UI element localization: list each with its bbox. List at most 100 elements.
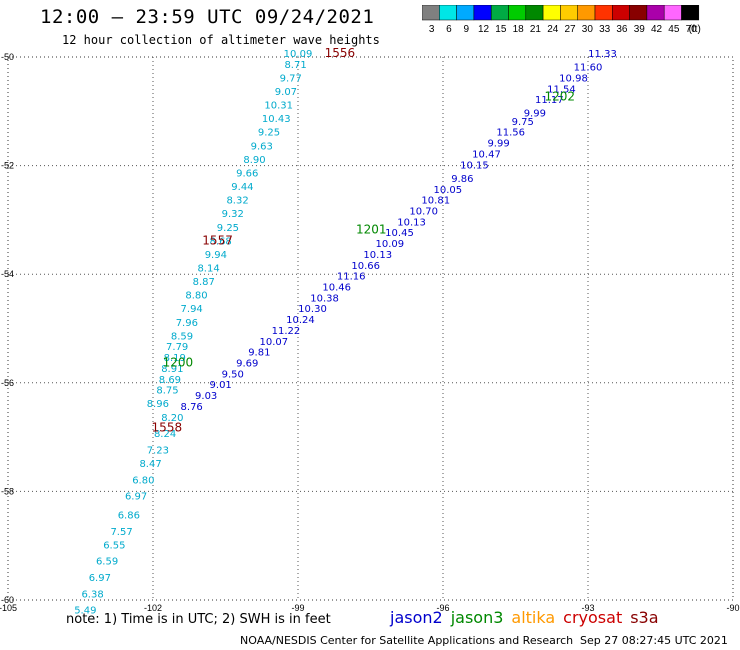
units-note: note: 1) Time is in UTC; 2) SWH is in fe… <box>66 612 331 627</box>
swh-label-jason2: 10.15 <box>460 160 489 171</box>
swh-label-s3a: 10.09 <box>284 49 313 60</box>
credit-line: NOAA/NESDIS Center for Satellite Applica… <box>240 634 574 647</box>
swh-label-jason2: 9.03 <box>195 391 217 402</box>
swh-label-jason2: 9.86 <box>451 174 473 185</box>
swh-label-jason2: 9.69 <box>236 359 258 370</box>
swh-label-jason2: 10.30 <box>298 304 327 315</box>
swh-label-s3a: 6.97 <box>125 492 147 503</box>
swh-label-jason2: 10.38 <box>310 293 339 304</box>
lat-tick-label: -54 <box>1 269 14 279</box>
color-scale-label: 36 <box>616 24 628 35</box>
swh-label-jason2: 8.76 <box>181 402 203 413</box>
swh-label-jason2: 10.45 <box>385 228 414 239</box>
color-swatch <box>681 5 700 21</box>
color-scale-label: 3 <box>429 24 435 35</box>
swh-label-jason2: 10.81 <box>421 196 450 207</box>
swh-label-jason2: 10.24 <box>286 315 315 326</box>
swh-label-s3a: 6.38 <box>81 589 103 600</box>
color-scale-label: 45 <box>668 24 680 35</box>
swh-label-jason2: 10.66 <box>351 261 380 272</box>
swh-label-s3a: 9.44 <box>231 182 253 193</box>
time-label: 1556 <box>325 46 356 60</box>
color-scale-label: 42 <box>651 24 663 35</box>
swh-label-s3a: 7.96 <box>176 318 198 329</box>
swh-label-s3a: 6.86 <box>118 511 140 522</box>
swh-label-s3a: 9.63 <box>251 141 273 152</box>
swh-label-jason2: 11.16 <box>337 272 366 283</box>
swh-label-jason2: 10.98 <box>559 73 588 84</box>
color-scale-label: 21 <box>530 24 542 35</box>
swh-label-jason2: 9.75 <box>512 117 534 128</box>
color-scale-label: 30 <box>582 24 594 35</box>
swh-label-s3a: 9.66 <box>236 168 258 179</box>
legend-item-jason2: jason2 <box>390 608 443 627</box>
swh-label-s3a: 8.87 <box>193 277 215 288</box>
legend-item-jason3: jason3 <box>450 608 504 627</box>
swh-label-jason2: 10.07 <box>260 337 289 348</box>
time-label: 1558 <box>152 421 183 435</box>
color-scale-label: 9 <box>463 24 469 35</box>
color-scale: 3 6 9 12 15 18 21 24 27 30 33 36 39 42 45 70(ft) <box>422 5 701 35</box>
lat-tick-label: -60 <box>1 595 14 605</box>
swh-label-jason2: 9.50 <box>222 369 244 380</box>
page-title: 12:00 – 23:59 UTC 09/24/2021 <box>40 6 375 28</box>
generated-timestamp: Sep 27 08:27:45 UTC 2021 <box>580 634 728 647</box>
color-scale-label: 18 <box>513 24 525 35</box>
swh-label-jason2: 11.54 <box>547 84 576 95</box>
page-subtitle: 12 hour collection of altimeter wave hei… <box>62 33 380 47</box>
lon-tick-label: -96 <box>436 603 449 613</box>
swh-label-s3a: 8.59 <box>171 331 193 342</box>
swh-label-s3a: 8.71 <box>284 60 306 71</box>
swh-label-s3a: 8.75 <box>156 386 178 397</box>
swh-label-s3a: 9.25 <box>217 223 239 234</box>
swh-label-s3a: 8.69 <box>159 375 181 386</box>
swh-label-jason2: 9.99 <box>487 139 509 150</box>
swh-label-s3a: 6.55 <box>103 540 125 551</box>
lon-tick-label: -93 <box>581 603 594 613</box>
time-label: 1200 <box>163 356 194 370</box>
color-scale-label: 12 <box>478 24 490 35</box>
swh-label-jason2: 11.56 <box>496 128 525 139</box>
swh-label-jason2: 11.17 <box>535 95 564 106</box>
swh-label-s3a: 9.94 <box>205 250 227 261</box>
satellite-legend: jason2 jason3 altika cryosat s3a <box>390 608 667 627</box>
lat-tick-label: -52 <box>1 161 14 171</box>
lon-tick-label: -90 <box>726 603 739 613</box>
swh-label-s3a: 5.49 <box>74 606 96 617</box>
color-scale-unit: (ft) <box>689 24 701 35</box>
swh-label-jason2: 11.22 <box>272 326 301 337</box>
swh-label-s3a: 7.94 <box>181 304 203 315</box>
lon-tick-label: -105 <box>0 603 17 613</box>
swh-label-s3a: 8.20 <box>161 413 183 424</box>
color-scale-label: 6 <box>446 24 452 35</box>
swh-label-jason2: 9.01 <box>210 380 232 391</box>
lat-tick-label: -56 <box>1 378 14 388</box>
color-scale-label: 15 <box>495 24 507 35</box>
swh-label-s3a: 10.31 <box>264 101 293 112</box>
swh-label-jason2: 9.81 <box>248 348 270 359</box>
swh-label-jason2: 9.99 <box>524 109 546 120</box>
color-scale-label: 24 <box>547 24 559 35</box>
swh-label-jason2: 10.47 <box>472 149 501 160</box>
legend-item-altika: altika <box>511 608 556 627</box>
swh-label-s3a: 8.68 <box>210 236 232 247</box>
swh-label-s3a: 8.14 <box>197 263 219 274</box>
swh-label-jason2: 11.33 <box>588 49 617 60</box>
time-label: 1201 <box>356 222 387 236</box>
lon-tick-label: -102 <box>144 603 162 613</box>
swh-label-s3a: 9.07 <box>275 87 297 98</box>
swh-label-jason2: 10.70 <box>409 206 438 217</box>
legend-item-cryosat: cryosat <box>563 608 623 627</box>
swh-label-s3a: 10.43 <box>262 114 291 125</box>
swh-label-s3a: 9.25 <box>258 128 280 139</box>
swh-label-s3a: 6.80 <box>132 475 154 486</box>
swh-label-s3a: 7.79 <box>166 342 188 353</box>
swh-label-s3a: 7.57 <box>110 527 132 538</box>
lon-tick-label: -99 <box>291 603 304 613</box>
swh-label-jason2: 11.60 <box>574 63 603 74</box>
swh-label-s3a: 9.77 <box>280 73 302 84</box>
color-scale-label: 27 <box>564 24 576 35</box>
color-scale-label: 33 <box>599 24 611 35</box>
